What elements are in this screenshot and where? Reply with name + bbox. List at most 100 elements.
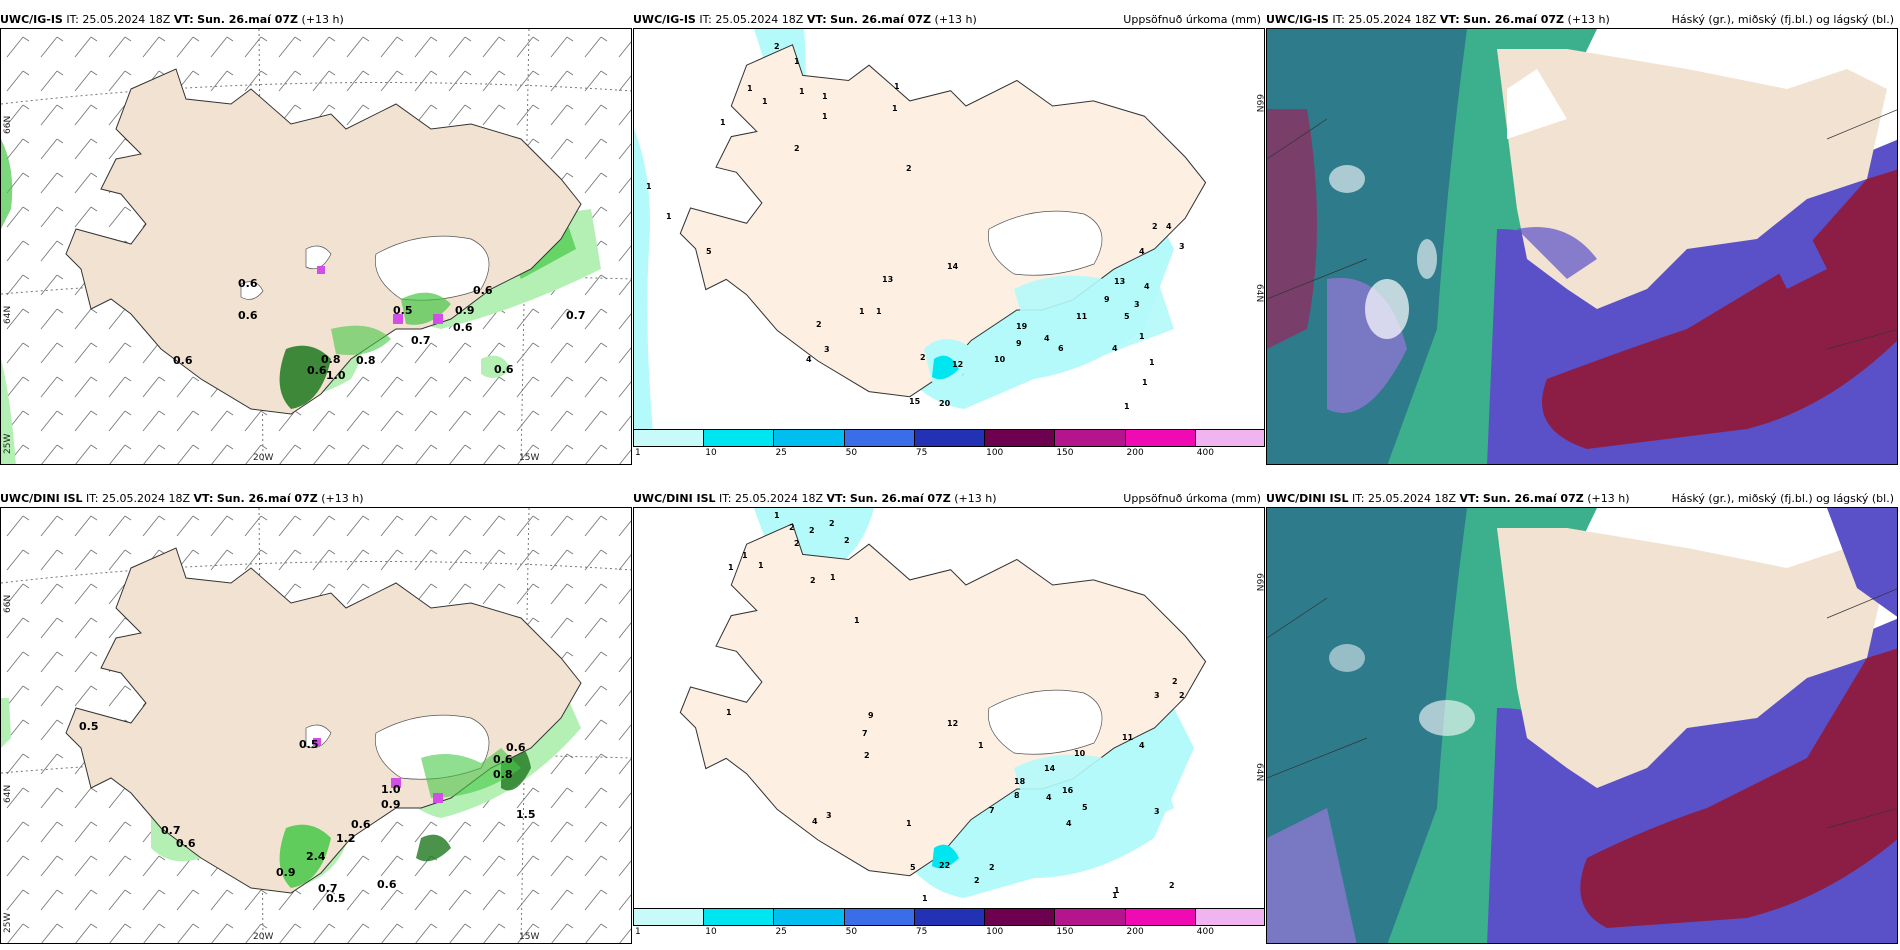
- valid-time: Sun. 26.maí 07Z: [1482, 492, 1584, 505]
- precip-value: 5: [910, 863, 916, 872]
- lon-label: 25W: [3, 912, 13, 933]
- lon-label: 25W: [3, 433, 13, 454]
- lead-time: (+13 h): [954, 492, 997, 505]
- valid-time: Sun. 26.maí 07Z: [216, 492, 318, 505]
- precip-value: 1: [1114, 886, 1120, 895]
- valid-time: Sun. 26.maí 07Z: [830, 13, 932, 26]
- valid-time: Sun. 26.maí 07Z: [849, 492, 951, 505]
- precip-value: 14: [1044, 764, 1056, 773]
- precip-value: 3: [824, 345, 830, 354]
- precip-value: 2: [1152, 222, 1158, 231]
- precip-map: 1 2 2 2 2 2 1 1 1 2 1 9 7 12 2 1 1 4 3 1: [633, 507, 1265, 924]
- precip-value: 3: [1154, 691, 1160, 700]
- lat-label: 64N: [3, 784, 13, 803]
- precip-value: 1: [1139, 332, 1145, 341]
- colorbar-label: 1: [635, 448, 641, 458]
- valid-time: Sun. 26.maí 07Z: [197, 13, 299, 26]
- lat-label: 64N: [3, 305, 13, 324]
- it-label: IT:: [86, 492, 99, 505]
- colorbar-label: 25: [775, 448, 787, 458]
- precip-value: 0.5: [299, 738, 319, 751]
- precip-value: 9: [1016, 339, 1022, 348]
- precip-value: 1: [854, 616, 860, 625]
- it-label: IT:: [719, 492, 732, 505]
- precip-value: 2: [774, 42, 780, 51]
- precip-value: 1: [726, 708, 732, 717]
- precip-value: 16: [1062, 786, 1074, 795]
- colorbar-swatch: [1194, 429, 1265, 447]
- panel-header: UWC/IG-IS IT: 25.05.2024 18Z VT: Sun. 26…: [633, 12, 1265, 28]
- colorbar-label: 25: [775, 927, 787, 937]
- precip-value: 2: [989, 863, 995, 872]
- precip-value: 1: [978, 741, 984, 750]
- lat-label: 66N: [3, 115, 13, 134]
- lead-time: (+13 h): [321, 492, 364, 505]
- lat-label: 66N: [3, 594, 13, 613]
- precip-value: 0.7: [161, 824, 181, 837]
- precip-value: 4: [1112, 344, 1118, 353]
- precip-value: 0.7: [318, 882, 338, 895]
- lead-time: (+13 h): [1587, 492, 1630, 505]
- lead-time: (+13 h): [301, 13, 344, 26]
- precip-value: 0.6: [473, 284, 493, 297]
- precip-value: 1: [762, 97, 768, 106]
- precip-value: 10: [1074, 749, 1086, 758]
- colorbar-label: 100: [986, 927, 1004, 937]
- colorbar-label: 75: [915, 448, 928, 458]
- colorbar-swatch: [633, 908, 704, 926]
- colorbar-label: 50: [845, 448, 858, 458]
- precip-value: 7: [862, 729, 868, 738]
- colorbar-label: 1: [635, 927, 641, 937]
- model-label: UWC/IG-IS: [1266, 13, 1329, 26]
- precip-value: 1: [666, 212, 672, 221]
- precip-value: 1: [728, 563, 734, 572]
- colorbar-label: 75: [915, 927, 928, 937]
- model-label: UWC/DINI ISL: [633, 492, 716, 505]
- lat-label: 66N: [1254, 573, 1264, 592]
- precip-value: 0.6: [493, 753, 513, 766]
- precip-value: 0.9: [276, 866, 296, 879]
- precip-value: 1: [822, 92, 828, 101]
- colorbar-label: 400: [1196, 448, 1214, 458]
- precip-value: 2: [844, 536, 850, 545]
- precip-map: 2 1 1 1 1 1 1 1 1 1 2 2 1 1 5 13 14 1 1 …: [633, 28, 1265, 445]
- precip-value: 10: [994, 355, 1006, 364]
- precip-value: 1: [646, 182, 652, 191]
- precip-value: 1.0: [381, 783, 401, 796]
- init-time: 25.05.2024 18Z: [1348, 13, 1437, 26]
- panel-top-right: UWC/IG-IS IT: 25.05.2024 18Z VT: Sun. 26…: [1266, 12, 1898, 465]
- precip-value: 5: [706, 247, 712, 256]
- it-label: IT:: [699, 13, 712, 26]
- vt-label: VT:: [193, 492, 214, 505]
- colorbar-swatch: [913, 429, 985, 447]
- precip-value: 1: [922, 894, 928, 903]
- colorbar-label: 50: [845, 927, 858, 937]
- init-time: 25.05.2024 18Z: [715, 13, 804, 26]
- lat-label: 64N: [1254, 763, 1264, 782]
- precip-value: 2: [906, 164, 912, 173]
- precip-value: 1.0: [326, 369, 346, 382]
- precip-value: 0.6: [377, 878, 397, 891]
- colorbar-swatch: [703, 908, 774, 926]
- vt-label: VT:: [806, 13, 827, 26]
- panel-title: Uppsöfnuð úrkoma (mm): [1123, 492, 1261, 505]
- model-label: UWC/IG-IS: [633, 13, 696, 26]
- init-time: 25.05.2024 18Z: [1368, 492, 1457, 505]
- precip-value: 1: [892, 104, 898, 113]
- precip-value: 3: [1179, 242, 1185, 251]
- precip-value: 20: [939, 399, 951, 408]
- precip-value: 15: [909, 397, 921, 406]
- precip-value: 9: [868, 711, 874, 720]
- precip-value: 0.8: [356, 354, 376, 367]
- colorbar-label: 150: [1056, 927, 1074, 937]
- precip-value: 0.8: [321, 353, 341, 366]
- precip-value: 2: [1179, 691, 1185, 700]
- precip-value: 4: [1044, 334, 1050, 343]
- vt-label: VT:: [826, 492, 847, 505]
- panel-top-left: UWC/IG-IS IT: 25.05.2024 18Z VT: Sun. 26…: [0, 12, 632, 465]
- colorbar-swatch: [773, 429, 844, 447]
- precip-value: 2: [1169, 881, 1175, 890]
- init-time: 25.05.2024 18Z: [82, 13, 171, 26]
- precip-value: 0.6: [238, 309, 258, 322]
- precip-value: 0.5: [79, 720, 99, 733]
